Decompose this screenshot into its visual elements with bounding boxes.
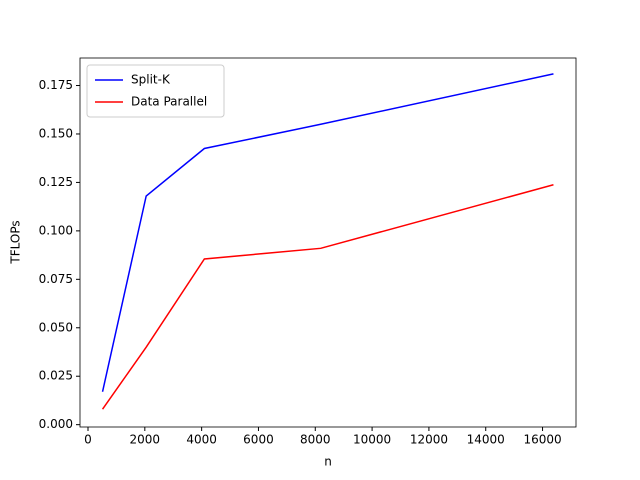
x-tick-label: 16000 — [523, 433, 561, 447]
legend-label: Data Parallel — [131, 95, 207, 109]
y-axis-label: TFLOPs — [9, 220, 23, 264]
y-tick-label: 0.075 — [39, 272, 73, 286]
series-line — [101, 73, 554, 392]
y-tick-label: 0.050 — [39, 320, 73, 334]
legend: Split-K Data Parallel — [86, 64, 225, 118]
x-tick-label: 10000 — [353, 433, 391, 447]
y-tick-label: 0.100 — [39, 223, 73, 237]
y-tick-label: 0.150 — [39, 126, 73, 140]
x-tick-label: 0 — [84, 433, 92, 447]
x-tick-label: 8000 — [300, 433, 331, 447]
x-tick-label: 4000 — [186, 433, 217, 447]
y-tick-label: 0.125 — [39, 175, 73, 189]
series-line — [101, 184, 554, 410]
x-tick-label: 14000 — [467, 433, 505, 447]
y-tick-label: 0.000 — [39, 417, 73, 431]
x-tick-label: 6000 — [243, 433, 274, 447]
x-tick-label: 12000 — [410, 433, 448, 447]
axes-frame — [79, 57, 577, 428]
legend-label: Split-K — [131, 73, 171, 87]
y-tick-label: 0.025 — [39, 369, 73, 383]
y-tick-label: 0.175 — [39, 78, 73, 92]
legend-box — [86, 64, 225, 118]
x-axis-label: n — [324, 455, 332, 469]
x-tick-label: 2000 — [130, 433, 161, 447]
